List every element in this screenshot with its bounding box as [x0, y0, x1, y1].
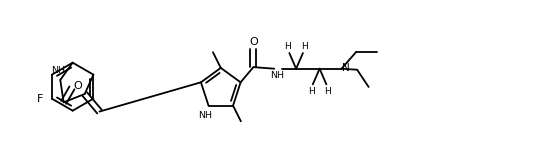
Text: H: H — [301, 42, 308, 51]
Text: NH: NH — [198, 111, 212, 120]
Text: O: O — [74, 81, 82, 91]
Text: NH: NH — [51, 66, 65, 75]
Text: F: F — [37, 94, 43, 104]
Text: N: N — [342, 63, 350, 73]
Text: NH: NH — [270, 71, 284, 81]
Text: H: H — [284, 42, 291, 51]
Text: O: O — [249, 37, 257, 47]
Text: H: H — [324, 87, 331, 96]
Text: H: H — [308, 87, 315, 96]
